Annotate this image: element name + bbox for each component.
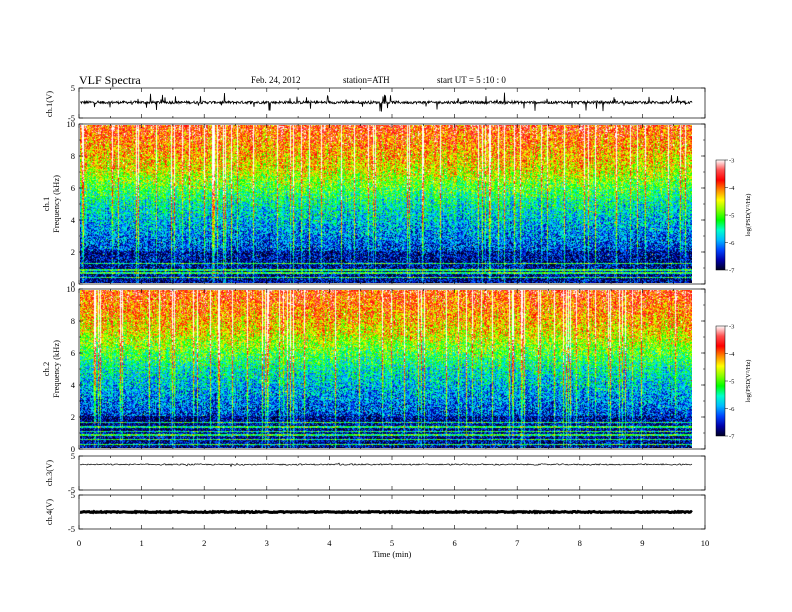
colorbar-tick-label: -4 bbox=[729, 185, 735, 192]
x-tick-label: 0 bbox=[77, 538, 81, 548]
ch2-spectrogram-channel-label: ch.2 bbox=[41, 362, 51, 376]
y-tick-label: 6 bbox=[71, 183, 75, 193]
ch3-voltage-trace bbox=[79, 462, 693, 468]
colorbar-tick-label: -5 bbox=[729, 213, 734, 220]
x-tick-label: 6 bbox=[452, 538, 456, 548]
ch1-spectrogram-channel-label: ch.1 bbox=[41, 197, 51, 211]
ch1-voltage-ylabel: ch.1(V) bbox=[44, 91, 54, 117]
x-tick-label: 2 bbox=[202, 538, 206, 548]
colorbar-label: log(PSD(V²/Hz) bbox=[745, 360, 752, 403]
x-tick-label: 10 bbox=[701, 538, 710, 548]
x-tick-label: 1 bbox=[139, 538, 143, 548]
colorbar bbox=[715, 159, 726, 271]
y-tick-label: 6 bbox=[71, 348, 75, 358]
start-time-label: start UT = 5 :10 : 0 bbox=[437, 75, 506, 85]
x-tick-label: 3 bbox=[265, 538, 269, 548]
y-tick-label: 8 bbox=[71, 316, 75, 326]
figure-title: VLF Spectra bbox=[79, 73, 141, 87]
x-tick-label: 8 bbox=[578, 538, 582, 548]
colorbar-tick-label: -5 bbox=[729, 379, 734, 386]
y-tick-label: 8 bbox=[71, 151, 75, 161]
y-tick-label: 0 bbox=[71, 444, 75, 454]
y-tick-label: 4 bbox=[71, 380, 76, 390]
ch1-spectrogram-ylabel: Frequency (kHz) bbox=[51, 175, 61, 233]
y-tick-label: 4 bbox=[71, 215, 76, 225]
y-tick-label: -5 bbox=[68, 485, 75, 495]
colorbar-tick-label: -6 bbox=[729, 406, 735, 413]
colorbar-tick-label: -4 bbox=[729, 351, 735, 358]
x-tick-label: 5 bbox=[390, 538, 394, 548]
panel-ch3-voltage-frame bbox=[78, 455, 706, 491]
ch2-spectrogram bbox=[80, 290, 692, 448]
colorbar-tick-label: -7 bbox=[729, 434, 735, 441]
y-tick-label: 5 bbox=[71, 83, 75, 93]
colorbar-tick-label: -3 bbox=[729, 158, 734, 165]
x-tick-label: 9 bbox=[640, 538, 644, 548]
colorbar bbox=[715, 325, 726, 437]
colorbar-tick-label: -7 bbox=[729, 268, 735, 275]
ch1-voltage-trace bbox=[80, 92, 693, 112]
y-tick-label: 5 bbox=[71, 451, 75, 461]
x-tick-label: 4 bbox=[327, 538, 332, 548]
y-tick-label: 2 bbox=[71, 412, 75, 422]
y-tick-label: 0 bbox=[71, 279, 75, 289]
station-label: station=ATH bbox=[343, 75, 390, 85]
y-tick-label: 10 bbox=[67, 119, 76, 129]
y-tick-label: -5 bbox=[68, 113, 75, 123]
y-tick-label: 10 bbox=[67, 284, 76, 294]
x-axis-label: Time (min) bbox=[373, 549, 412, 559]
ch1-spectrogram bbox=[80, 125, 692, 283]
ch2-spectrogram-ylabel: Frequency (kHz) bbox=[51, 340, 61, 398]
ch4-voltage-ylabel: ch.4(V) bbox=[44, 499, 54, 525]
date-label: Feb. 24, 2012 bbox=[251, 75, 301, 85]
ch3-voltage-ylabel: ch.3(V) bbox=[44, 460, 54, 486]
colorbar-tick-label: -3 bbox=[729, 324, 734, 331]
y-tick-label: -5 bbox=[68, 524, 75, 534]
y-tick-label: 2 bbox=[71, 247, 75, 257]
colorbar-label: log(PSD(V²/Hz) bbox=[745, 194, 752, 237]
ch4-voltage-trace bbox=[79, 509, 693, 515]
x-tick-label: 7 bbox=[515, 538, 519, 548]
colorbar-tick-label: -6 bbox=[729, 240, 735, 247]
y-tick-label: 5 bbox=[71, 490, 75, 500]
